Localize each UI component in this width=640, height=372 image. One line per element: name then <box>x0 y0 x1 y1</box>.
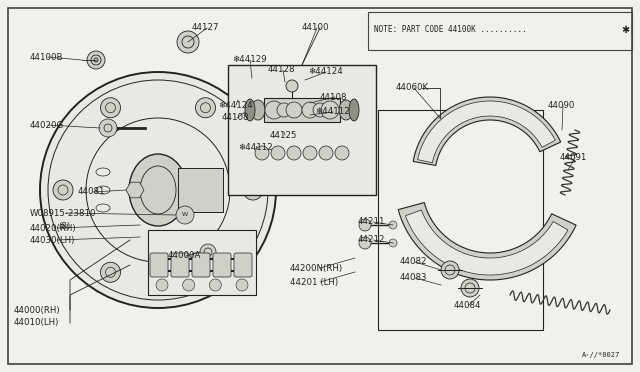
Text: 44100B: 44100B <box>30 52 63 61</box>
FancyBboxPatch shape <box>213 253 231 277</box>
Ellipse shape <box>129 154 187 226</box>
Bar <box>368 12 632 50</box>
Text: 44200N(RH): 44200N(RH) <box>290 263 343 273</box>
Circle shape <box>255 146 269 160</box>
Text: 44108: 44108 <box>320 93 348 102</box>
Circle shape <box>265 101 283 119</box>
Text: 44127: 44127 <box>192 23 220 32</box>
Text: 44000(RH): 44000(RH) <box>14 305 61 314</box>
Circle shape <box>319 146 333 160</box>
Text: 44010(LH): 44010(LH) <box>14 318 60 327</box>
Text: 44000A: 44000A <box>168 251 202 260</box>
Circle shape <box>303 146 317 160</box>
Text: 44090: 44090 <box>548 100 575 109</box>
Circle shape <box>389 221 397 229</box>
Circle shape <box>302 102 318 118</box>
Circle shape <box>287 146 301 160</box>
Text: W: W <box>182 212 188 218</box>
Ellipse shape <box>251 100 265 120</box>
Circle shape <box>359 237 371 249</box>
Text: ✱: ✱ <box>621 25 629 35</box>
FancyBboxPatch shape <box>150 253 168 277</box>
Text: W08915-23810: W08915-23810 <box>30 208 97 218</box>
Text: 44211: 44211 <box>358 218 385 227</box>
Text: ❄44124: ❄44124 <box>218 100 253 109</box>
FancyBboxPatch shape <box>192 253 210 277</box>
Circle shape <box>441 261 459 279</box>
Circle shape <box>200 244 216 260</box>
Text: 44020G: 44020G <box>30 121 64 129</box>
Circle shape <box>313 103 327 117</box>
Circle shape <box>53 180 73 200</box>
Text: 44100: 44100 <box>302 23 330 32</box>
Circle shape <box>236 279 248 291</box>
Text: NOTE: PART CODE 44100K ..........: NOTE: PART CODE 44100K .......... <box>374 26 527 35</box>
Circle shape <box>91 55 101 65</box>
Bar <box>378 110 543 330</box>
Circle shape <box>286 102 302 118</box>
Circle shape <box>195 98 216 118</box>
Polygon shape <box>126 182 144 198</box>
Text: 44084: 44084 <box>454 301 481 310</box>
Text: 44083: 44083 <box>400 273 428 282</box>
Circle shape <box>87 51 105 69</box>
Polygon shape <box>413 97 561 166</box>
Bar <box>264 98 340 122</box>
Circle shape <box>99 119 117 137</box>
Circle shape <box>40 72 276 308</box>
Ellipse shape <box>339 100 353 120</box>
Text: 44108: 44108 <box>222 113 250 122</box>
Text: 44212: 44212 <box>358 235 385 244</box>
FancyBboxPatch shape <box>234 253 252 277</box>
Text: ❄44112: ❄44112 <box>238 144 273 153</box>
Polygon shape <box>405 210 568 275</box>
Text: A·//*0027: A·//*0027 <box>582 352 620 358</box>
Bar <box>148 230 256 295</box>
Circle shape <box>286 80 298 92</box>
Circle shape <box>335 146 349 160</box>
Circle shape <box>156 279 168 291</box>
Circle shape <box>243 180 263 200</box>
Ellipse shape <box>349 99 359 121</box>
Polygon shape <box>418 101 556 163</box>
Circle shape <box>176 206 194 224</box>
Ellipse shape <box>96 204 110 212</box>
Text: 44030(LH): 44030(LH) <box>30 235 76 244</box>
Text: ❄44124: ❄44124 <box>308 67 343 77</box>
Circle shape <box>277 103 291 117</box>
FancyBboxPatch shape <box>171 253 189 277</box>
Text: 44201 (LH): 44201 (LH) <box>290 278 338 286</box>
Circle shape <box>389 239 397 247</box>
Circle shape <box>100 262 120 282</box>
Text: ❄44129: ❄44129 <box>232 55 267 64</box>
Circle shape <box>182 279 195 291</box>
Circle shape <box>209 279 221 291</box>
Ellipse shape <box>245 99 255 121</box>
Text: 44081: 44081 <box>78 187 106 196</box>
Text: 44128: 44128 <box>268 65 296 74</box>
Circle shape <box>100 98 120 118</box>
Circle shape <box>195 262 216 282</box>
Circle shape <box>177 31 199 53</box>
Text: ❄44112: ❄44112 <box>315 108 349 116</box>
Bar <box>228 65 376 195</box>
Text: 44060K: 44060K <box>396 83 429 93</box>
Bar <box>178 168 223 212</box>
Text: 44125: 44125 <box>270 131 298 140</box>
Text: 44020(RH): 44020(RH) <box>30 224 77 232</box>
Circle shape <box>321 101 339 119</box>
Circle shape <box>359 219 371 231</box>
Text: (8): (8) <box>58 221 70 231</box>
Ellipse shape <box>96 168 110 176</box>
Text: 44082: 44082 <box>400 257 428 266</box>
Circle shape <box>271 146 285 160</box>
Circle shape <box>461 279 479 297</box>
Text: 44091: 44091 <box>560 154 588 163</box>
Polygon shape <box>398 203 576 280</box>
Ellipse shape <box>96 186 110 194</box>
